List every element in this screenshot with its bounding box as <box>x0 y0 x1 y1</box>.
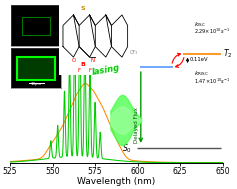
Text: Delayed Flux: Delayed Flux <box>134 108 139 143</box>
Text: $2.29\!\times\!10^{10}s^{-1}$: $2.29\!\times\!10^{10}s^{-1}$ <box>194 27 230 36</box>
Text: $S_1$: $S_1$ <box>123 60 132 73</box>
Text: $1.47\!\times\!10^{10}s^{-1}$: $1.47\!\times\!10^{10}s^{-1}$ <box>194 76 230 86</box>
Text: $k_{\rm RISC}$: $k_{\rm RISC}$ <box>194 70 209 78</box>
Text: 0.11eV: 0.11eV <box>190 57 208 62</box>
Text: $S_0$: $S_0$ <box>122 142 132 155</box>
X-axis label: Wavelength (nm): Wavelength (nm) <box>77 177 155 186</box>
Text: $k_{\rm ISC}$: $k_{\rm ISC}$ <box>194 20 206 29</box>
Text: $T_2$: $T_2$ <box>223 48 232 60</box>
Text: lasing: lasing <box>91 63 120 77</box>
